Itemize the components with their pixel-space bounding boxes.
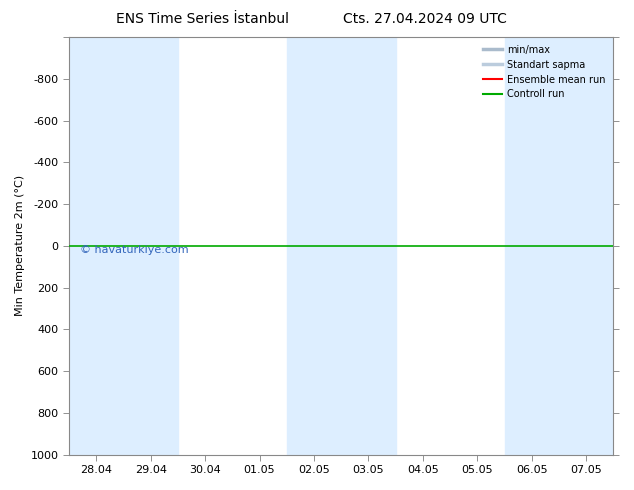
Bar [69, 37, 124, 455]
Bar [341, 37, 396, 455]
Bar [124, 37, 178, 455]
Text: ENS Time Series İstanbul: ENS Time Series İstanbul [117, 12, 289, 26]
Bar [505, 37, 559, 455]
Bar [287, 37, 341, 455]
Y-axis label: Min Temperature 2m (°C): Min Temperature 2m (°C) [15, 175, 25, 317]
Text: Cts. 27.04.2024 09 UTC: Cts. 27.04.2024 09 UTC [343, 12, 507, 26]
Text: © havaturkiye.com: © havaturkiye.com [80, 245, 188, 255]
Legend: min/max, Standart sapma, Ensemble mean run, Controll run: min/max, Standart sapma, Ensemble mean r… [480, 42, 609, 102]
Bar [559, 37, 614, 455]
